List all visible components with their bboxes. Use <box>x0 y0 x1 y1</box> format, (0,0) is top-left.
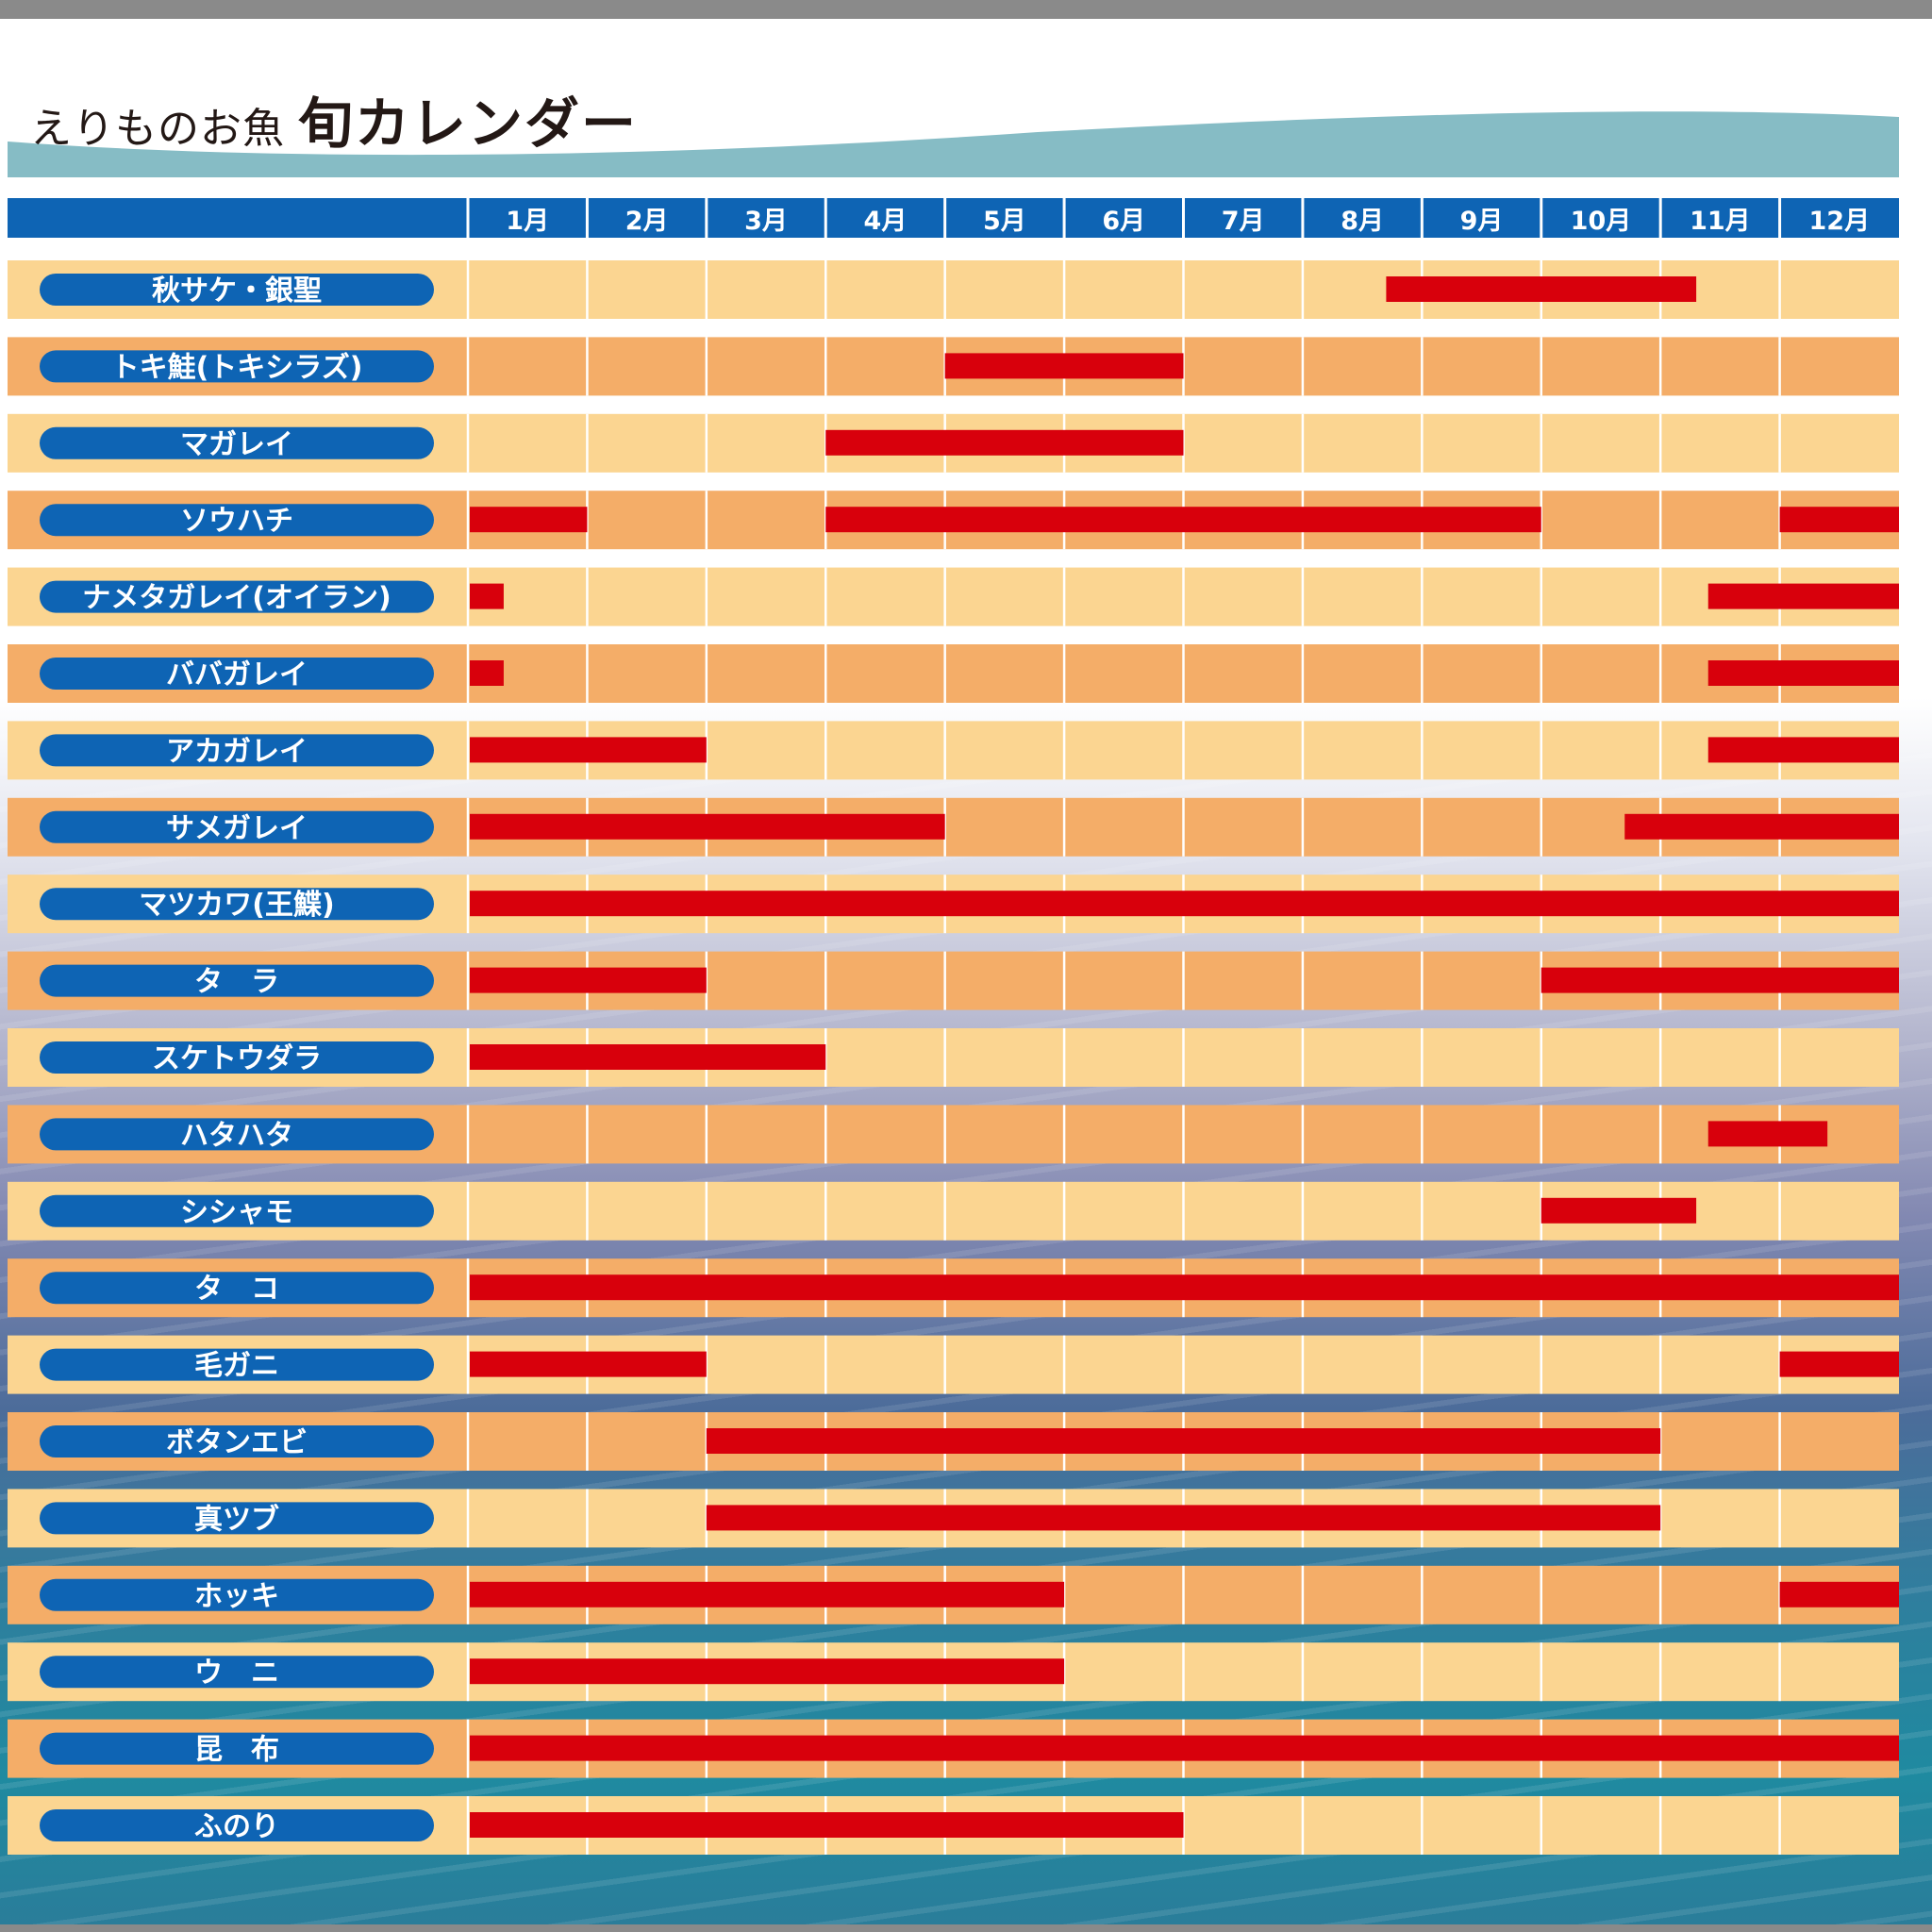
fish-label: スケトウダラ <box>152 1042 322 1075</box>
month-label: 2月 <box>625 207 669 236</box>
season-bar <box>470 1658 1065 1685</box>
month-label: 9月 <box>1460 207 1504 236</box>
season-bar <box>470 891 1899 917</box>
fish-label: シシャモ <box>180 1196 293 1229</box>
season-bar <box>825 507 1541 533</box>
fish-label: 毛ガニ <box>194 1350 279 1383</box>
season-bar <box>1541 967 1899 993</box>
month-label: 12月 <box>1809 207 1871 236</box>
season-bar <box>470 737 707 763</box>
fish-label: ナメタガレイ(オイラン) <box>82 582 391 615</box>
fish-label: ソウハチ <box>180 505 293 538</box>
fish-label-pill <box>40 734 434 767</box>
season-bar <box>1707 660 1899 686</box>
season-bar <box>1707 1121 1828 1147</box>
month-label: 7月 <box>1222 207 1265 236</box>
season-bar <box>470 813 945 840</box>
season-bar <box>944 353 1184 379</box>
fish-label: ハタハタ <box>180 1119 293 1152</box>
fish-label: トキ鮭(トキシラズ) <box>111 351 363 384</box>
fish-label: ウ ニ <box>194 1657 279 1690</box>
month-label: 6月 <box>1102 207 1145 236</box>
season-bar <box>470 1581 1065 1607</box>
wave-banner <box>8 111 1899 177</box>
month-label: 3月 <box>744 207 788 236</box>
fish-label-pill <box>40 426 434 459</box>
fish-label-pill <box>40 1809 434 1841</box>
fish-label: サメガレイ <box>166 812 308 845</box>
fish-label: ホッキ <box>194 1580 279 1613</box>
month-label: 4月 <box>864 207 908 236</box>
fish-label-pill <box>40 1656 434 1689</box>
title-main: 旬カレンダー <box>298 92 639 156</box>
fish-label-pill <box>40 1578 434 1611</box>
season-bar <box>470 1812 1184 1838</box>
fish-label: 秋サケ・銀聖 <box>152 275 322 308</box>
month-label: 8月 <box>1341 207 1384 236</box>
fish-label: タ ラ <box>194 966 279 999</box>
season-bar <box>825 429 1184 456</box>
fish-label: 真ツブ <box>194 1503 279 1536</box>
fish-label-pill <box>40 350 434 383</box>
fish-label-pill <box>40 964 434 997</box>
season-bar <box>470 1044 826 1070</box>
top-frame-bar <box>0 0 1932 19</box>
season-bar <box>1779 1581 1899 1607</box>
fish-label-pill <box>40 1194 434 1227</box>
title-prefix: えりものお魚 <box>30 105 285 153</box>
season-bar <box>1779 1351 1899 1377</box>
fish-label-pill <box>40 810 434 843</box>
season-bar <box>1707 583 1899 609</box>
fish-label-pill <box>40 580 434 613</box>
fish-label-pill <box>40 274 434 306</box>
fish-label: マツカワ(王鰈) <box>139 889 334 922</box>
season-bar <box>470 507 588 533</box>
season-bar <box>470 1351 707 1377</box>
season-bar <box>706 1428 1661 1454</box>
season-bar <box>706 1505 1661 1531</box>
season-bar <box>1541 1197 1697 1224</box>
fish-label-pill <box>40 658 434 690</box>
season-bar <box>1624 813 1899 840</box>
fish-label: ババガレイ <box>166 658 308 691</box>
season-bar <box>470 1735 1899 1761</box>
fish-label: タ コ <box>194 1273 279 1306</box>
bottom-frame-bar <box>0 1924 1932 1932</box>
page-title: えりものお魚 旬カレンダー <box>30 79 639 156</box>
fish-label-pill <box>40 1041 434 1074</box>
fish-label: ボタンエビ <box>166 1426 308 1459</box>
fish-label-pill <box>40 1425 434 1457</box>
season-bar <box>470 967 707 993</box>
season-bar <box>1707 737 1899 763</box>
season-bar <box>470 1274 1899 1301</box>
month-label: 10月 <box>1571 207 1632 236</box>
season-bar <box>1779 507 1899 533</box>
fish-label: マガレイ <box>180 428 293 461</box>
fish-label-pill <box>40 1118 434 1151</box>
month-label: 11月 <box>1690 207 1751 236</box>
month-label: 1月 <box>506 207 549 236</box>
season-bar <box>1386 276 1697 302</box>
fish-label: アカガレイ <box>166 735 308 768</box>
fish-label: ふのり <box>194 1810 279 1843</box>
fish-label-pill <box>40 1272 434 1305</box>
fish-label-pill <box>40 888 434 921</box>
fish-label: 昆 布 <box>194 1734 279 1767</box>
fish-label-pill <box>40 504 434 537</box>
fish-label-pill <box>40 1502 434 1535</box>
season-bar <box>470 660 504 686</box>
fish-label-pill <box>40 1732 434 1765</box>
season-bar <box>470 583 504 609</box>
fish-label-pill <box>40 1348 434 1381</box>
month-label: 5月 <box>983 207 1026 236</box>
month-header-bar <box>8 198 1899 238</box>
